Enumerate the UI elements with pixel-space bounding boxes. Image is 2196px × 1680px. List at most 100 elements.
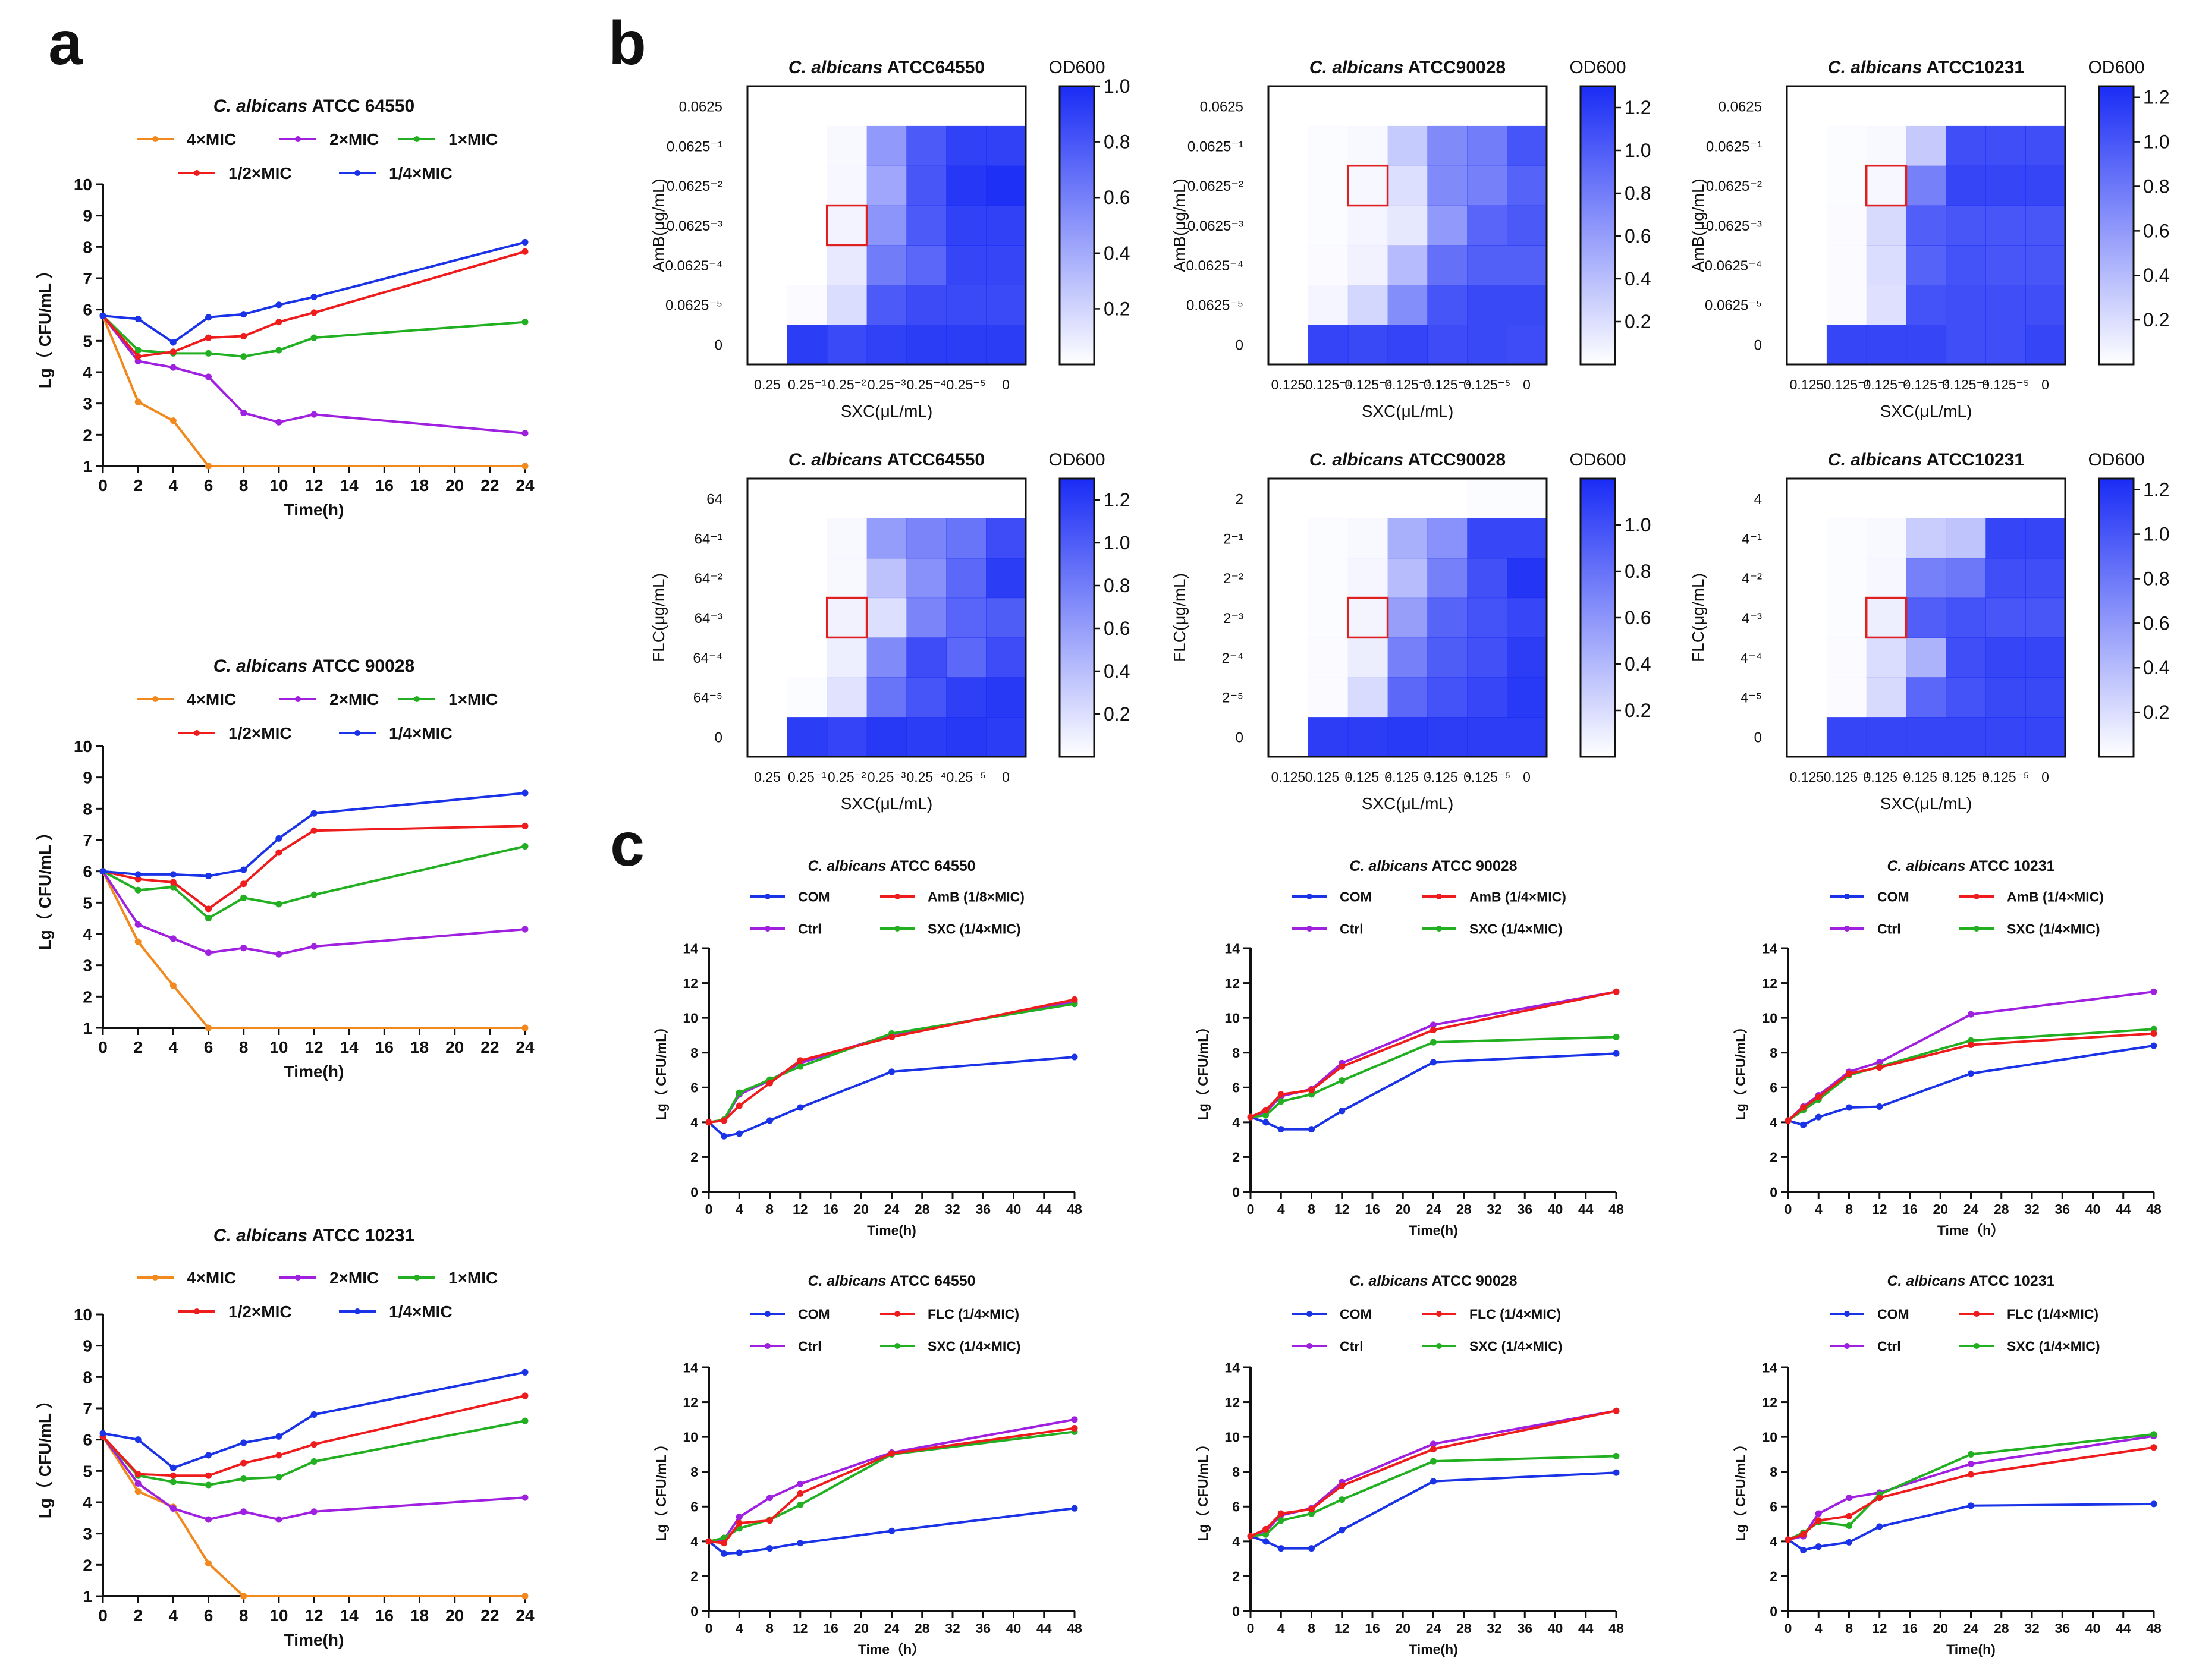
data-point-Ctrl — [2150, 988, 2157, 995]
y-tick-label: 64⁻³ — [695, 611, 722, 627]
x-tick-label: 16 — [823, 1621, 838, 1636]
heat-cell — [1348, 126, 1388, 166]
heat-cell — [1507, 245, 1547, 285]
x-tick-label: 32 — [945, 1201, 960, 1217]
legend-label: Ctrl — [1877, 1338, 1901, 1354]
x-tick-label: 0 — [1523, 769, 1531, 785]
data-point-1×MIC — [310, 891, 318, 898]
series-line-AmB — [1250, 990, 1617, 1118]
heat-cell — [1308, 285, 1349, 325]
data-point-2×MIC — [310, 411, 318, 418]
heat-cell — [1787, 677, 1827, 718]
data-point-1/2×MIC — [240, 1459, 247, 1467]
data-point-1/2×MIC — [169, 348, 177, 355]
y-tick-label: 6 — [690, 1499, 698, 1515]
y-tick-label: 0 — [1770, 1184, 1777, 1200]
data-point-1/4×MIC — [310, 1411, 318, 1418]
chart-title: C. albicans ATCC 90028 — [1349, 858, 1517, 874]
title-species: C. albicans — [788, 58, 882, 77]
y-tick-label: 6 — [690, 1080, 698, 1096]
legend-marker-Ctrl — [765, 1343, 771, 1349]
data-point-AmB — [1846, 1070, 1852, 1077]
y-tick-label: 2 — [1232, 1150, 1240, 1165]
heat-cell — [1467, 717, 1507, 757]
heat-cell — [787, 86, 828, 127]
heat-cell — [1427, 677, 1468, 718]
heat-cell — [1467, 518, 1507, 559]
heat-cell — [747, 166, 788, 206]
x-tick-label: 0.25 — [754, 377, 781, 392]
data-point-AmB — [1247, 1113, 1254, 1121]
y-tick-label: 10 — [74, 175, 92, 194]
series-line-COM — [1787, 1045, 2154, 1127]
heat-cell — [1985, 125, 2026, 166]
x-tick-label: 16 — [1902, 1201, 1918, 1217]
data-point-SXC — [2150, 1431, 2157, 1438]
heat-cell — [946, 245, 987, 285]
colorbar — [1058, 477, 1095, 758]
heat-cell — [2025, 245, 2066, 285]
heat-cell — [2025, 205, 2066, 246]
panel-letter-a: a — [48, 9, 83, 78]
heat-cell — [986, 558, 1026, 599]
heat-cell — [1866, 245, 1907, 285]
heatmap-frame — [1786, 477, 2066, 758]
colorbar-tick-label: 0.2 — [1104, 298, 1130, 319]
data-point-4×MIC — [205, 463, 212, 470]
heat-cell — [1268, 206, 1309, 246]
x-tick-label: 28 — [915, 1201, 930, 1217]
heatmap-b3: C. albicans ATCC10231 0.0625 0.0625⁻¹ 0.062… — [1689, 58, 2169, 420]
y-tick-label: 2 — [1770, 1150, 1777, 1165]
series-line-1/2×MIC — [102, 250, 526, 358]
heat-cell — [1787, 86, 1827, 127]
data-point-AmB — [736, 1102, 743, 1109]
heat-cell — [906, 677, 947, 718]
data-point-SXC — [1262, 1112, 1270, 1119]
x-tick-label: 10 — [269, 1606, 288, 1625]
data-point-1×MIC — [240, 894, 247, 901]
colorbar-tick-label: 0.6 — [1625, 225, 1651, 247]
x-tick-label: 12 — [793, 1201, 808, 1217]
legend-marker-SXC (1/4×MIC) — [1436, 926, 1442, 932]
heat-cell — [866, 285, 907, 325]
heat-cell — [2025, 325, 2066, 365]
heat-cell — [1268, 285, 1309, 325]
legend-marker-2×MIC — [295, 696, 301, 702]
colorbar-tick-label: 0.8 — [1104, 575, 1130, 596]
heat-cell — [1507, 479, 1547, 519]
x-axis-label: Time(h) — [1946, 1641, 1996, 1657]
x-tick-label: 28 — [1456, 1621, 1472, 1636]
legend-marker-FLC (1/4×MIC) — [894, 1311, 900, 1317]
y-tick-label: 8 — [690, 1464, 698, 1480]
data-point-1/4×MIC — [169, 1464, 177, 1471]
y-tick-label: 5 — [83, 894, 92, 912]
heat-cell — [986, 205, 1026, 246]
data-point-Ctrl — [1846, 1495, 1852, 1502]
data-point-4×MIC — [134, 938, 142, 945]
series-line-4×MIC — [102, 1436, 525, 1597]
heat-cell — [1985, 325, 2026, 365]
x-tick-label: 36 — [2054, 1201, 2070, 1217]
synergy-highlight-box — [1346, 164, 1389, 207]
data-point-COM — [1339, 1527, 1346, 1534]
x-tick-label: 0 — [1247, 1621, 1255, 1636]
series-line-1/4×MIC — [102, 241, 526, 344]
heat-cell — [787, 245, 828, 285]
heat-cell — [1308, 717, 1349, 757]
heat-cell — [1787, 206, 1827, 246]
data-point-Ctrl — [1430, 1021, 1437, 1028]
heat-cell — [986, 518, 1026, 559]
heat-cell — [1388, 86, 1428, 127]
heat-cell — [1906, 637, 1947, 678]
legend-label: Ctrl — [1340, 921, 1364, 936]
heat-cell — [1427, 125, 1468, 166]
series-line-1/2×MIC — [102, 825, 526, 910]
data-point-AmB — [1339, 1063, 1346, 1070]
x-tick-label: 24 — [516, 476, 535, 495]
heat-cell — [2025, 637, 2066, 678]
legend-label: COM — [1877, 1306, 1909, 1322]
x-tick-label: 0.125⁻³ — [1384, 769, 1431, 785]
x-tick-label: 20 — [853, 1201, 869, 1217]
heat-cell — [1906, 518, 1947, 559]
legend-label: Ctrl — [1877, 921, 1901, 936]
